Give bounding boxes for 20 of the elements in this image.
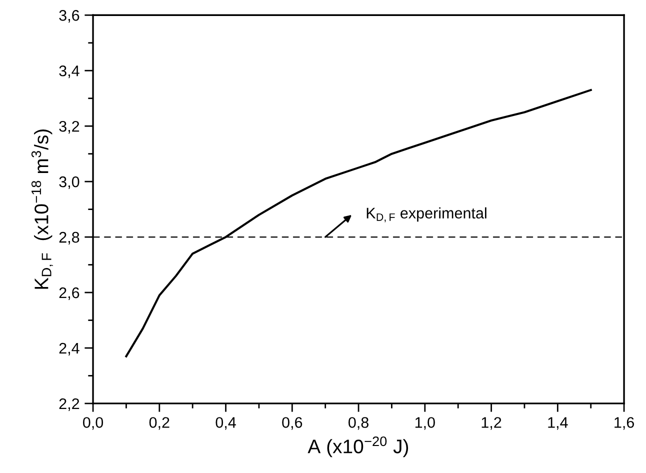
y-tick-label: 2,4 <box>59 342 80 356</box>
x-tick-label: 0,4 <box>216 417 236 430</box>
x-tick-label: 0,8 <box>348 417 368 430</box>
y-tick-label: 2,2 <box>59 398 80 411</box>
x-tick-label: 0,6 <box>282 417 302 430</box>
x-tick-label: 0,2 <box>149 417 170 430</box>
x-tick-label: 1,4 <box>548 417 568 430</box>
annotation: K$_{D,F}$ experimental <box>366 207 486 222</box>
y-axis-title: K$_{D,F}$ (x10$^{−18}$ m$^{3}$/s) <box>31 129 53 289</box>
x-tick-label: 1,6 <box>614 417 634 430</box>
y-tick-label: 3,0 <box>59 176 80 190</box>
y-tick-label: 2,6 <box>59 287 80 300</box>
x-tick-label: 1,2 <box>482 417 502 430</box>
x-tick-label: 0,0 <box>83 417 104 430</box>
y-tick-label: 3,2 <box>59 120 80 134</box>
x-axis-title: A (x10$^{−20}$ J) <box>308 436 408 458</box>
y-tick-label: 3,6 <box>59 10 80 23</box>
y-tick-label: 2,8 <box>59 232 80 245</box>
y-tick-label: 3,4 <box>59 65 80 78</box>
x-tick-label: 1,0 <box>415 417 435 430</box>
